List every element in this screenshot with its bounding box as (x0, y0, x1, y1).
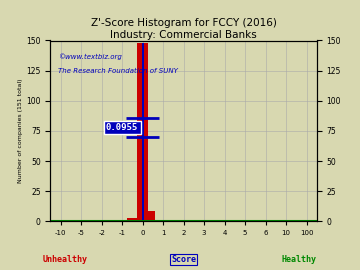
Text: 0.0955: 0.0955 (106, 123, 138, 132)
Bar (141, 43, 144, 221)
Text: ©www.textbiz.org: ©www.textbiz.org (58, 53, 122, 60)
Text: The Research Foundation of SUNY: The Research Foundation of SUNY (58, 68, 178, 74)
Bar (138, 43, 148, 221)
Bar (127, 218, 138, 221)
Y-axis label: Number of companies (151 total): Number of companies (151 total) (18, 79, 23, 183)
Text: Score: Score (171, 255, 196, 264)
Text: Healthy: Healthy (281, 255, 316, 264)
Title: Z'-Score Histogram for FCCY (2016)
Industry: Commercial Banks: Z'-Score Histogram for FCCY (2016) Indus… (91, 18, 276, 40)
Text: Unhealthy: Unhealthy (42, 255, 87, 264)
Bar (145, 211, 155, 221)
